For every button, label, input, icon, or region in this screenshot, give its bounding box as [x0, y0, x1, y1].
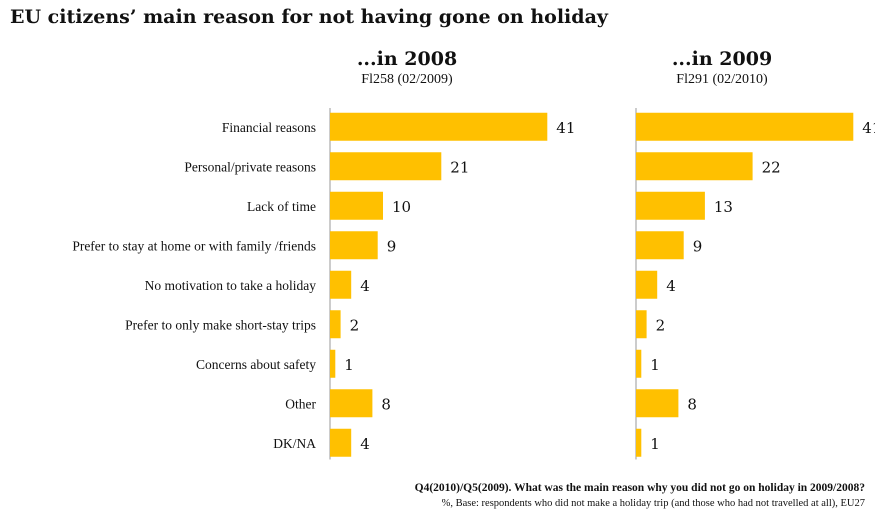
- footnote-question: Q4(2010)/Q5(2009). What was the main rea…: [414, 482, 865, 494]
- bar-1-6: [636, 349, 642, 378]
- value-label-0-6: 1: [344, 356, 354, 374]
- value-label-1-6: 1: [650, 356, 660, 374]
- panel-2009-subtitle: Fl291 (02/2010): [676, 72, 768, 87]
- value-label-0-7: 8: [381, 395, 391, 413]
- bar-1-5: [636, 310, 647, 339]
- value-label-0-3: 9: [387, 237, 397, 255]
- value-label-1-3: 9: [693, 237, 703, 255]
- category-label-8: DK/NA: [273, 436, 316, 451]
- value-label-1-0: 41: [862, 119, 875, 137]
- value-label-1-7: 8: [687, 395, 697, 413]
- bar-1-3: [636, 231, 684, 260]
- bar-0-5: [330, 310, 341, 339]
- value-label-1-8: 1: [650, 435, 660, 453]
- bar-0-3: [330, 231, 378, 260]
- bar-0-7: [330, 389, 373, 418]
- category-label-5: Prefer to only make short-stay trips: [125, 317, 316, 332]
- bar-1-0: [636, 112, 854, 141]
- bar-0-8: [330, 428, 352, 457]
- bar-0-2: [330, 191, 383, 220]
- value-label-1-2: 13: [714, 198, 733, 216]
- panel-2009-header: ...in 2009 Fl291 (02/2010): [612, 48, 832, 90]
- panel-2008-subtitle: Fl258 (02/2009): [361, 72, 453, 87]
- category-label-1: Personal/private reasons: [184, 159, 316, 174]
- value-label-1-4: 4: [666, 277, 676, 295]
- bar-1-2: [636, 191, 705, 220]
- bar-0-1: [330, 152, 442, 181]
- category-label-6: Concerns about safety: [196, 357, 316, 372]
- bar-1-7: [636, 389, 679, 418]
- bar-1-1: [636, 152, 753, 181]
- value-label-0-4: 4: [360, 277, 370, 295]
- bar-0-4: [330, 270, 352, 299]
- value-label-0-0: 41: [556, 119, 575, 137]
- value-label-0-5: 2: [350, 316, 360, 334]
- footnote-base: %, Base: respondents who did not make a …: [441, 498, 865, 509]
- bar-0-0: [330, 112, 548, 141]
- value-label-0-8: 4: [360, 435, 370, 453]
- value-label-1-5: 2: [656, 316, 666, 334]
- panel-2008-header: ...in 2008 Fl258 (02/2009): [297, 48, 517, 90]
- value-label-1-1: 22: [762, 158, 781, 176]
- chart-title: EU citizens’ main reason for not having …: [10, 6, 608, 28]
- value-label-0-1: 21: [450, 158, 469, 176]
- value-label-0-2: 10: [392, 198, 411, 216]
- bar-0-6: [330, 349, 336, 378]
- panel-2009-title: ...in 2009: [671, 48, 773, 70]
- panel-2008-title: ...in 2008: [356, 48, 458, 70]
- bar-1-8: [636, 428, 642, 457]
- category-label-4: No motivation to take a holiday: [145, 278, 317, 293]
- category-label-2: Lack of time: [247, 199, 316, 214]
- bar-1-4: [636, 270, 658, 299]
- category-label-3: Prefer to stay at home or with family /f…: [72, 238, 316, 253]
- category-label-7: Other: [285, 396, 316, 411]
- category-label-0: Financial reasons: [222, 120, 316, 135]
